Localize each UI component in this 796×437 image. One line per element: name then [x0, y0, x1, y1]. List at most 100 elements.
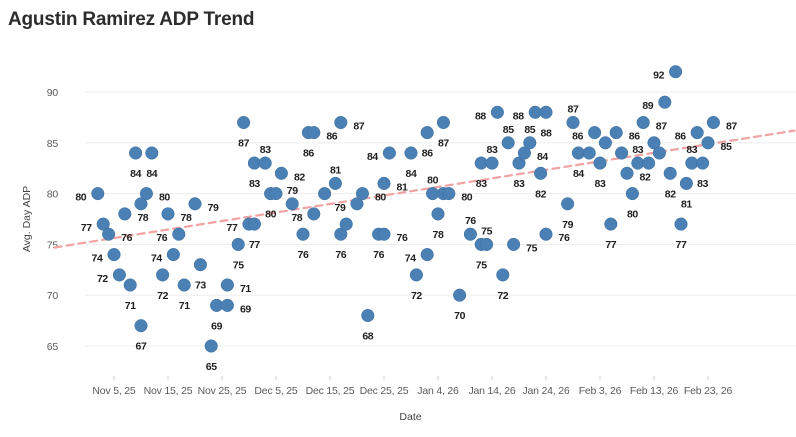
data-point[interactable]	[285, 197, 299, 211]
data-point[interactable]	[593, 156, 607, 170]
data-point[interactable]	[615, 146, 629, 160]
data-point[interactable]	[517, 146, 531, 160]
data-point[interactable]	[188, 197, 202, 211]
data-point[interactable]	[134, 319, 148, 333]
data-point[interactable]	[334, 227, 348, 241]
data-point[interactable]	[274, 166, 288, 180]
data-point[interactable]	[539, 227, 553, 241]
data-point[interactable]	[220, 278, 234, 292]
data-point[interactable]	[652, 146, 666, 160]
data-point[interactable]	[463, 227, 477, 241]
data-point[interactable]	[404, 146, 418, 160]
data-point[interactable]	[107, 248, 121, 262]
data-point[interactable]	[609, 126, 623, 140]
data-point-label: 86	[326, 131, 337, 143]
data-point-label: 73	[195, 280, 206, 292]
data-point[interactable]	[636, 115, 650, 130]
data-point[interactable]	[382, 146, 396, 160]
data-point[interactable]	[307, 126, 321, 140]
data-point[interactable]	[658, 95, 672, 109]
data-point[interactable]	[669, 65, 683, 79]
data-point[interactable]	[112, 268, 126, 282]
data-point[interactable]	[490, 105, 504, 119]
data-point-label: 80	[265, 209, 276, 221]
data-point[interactable]	[598, 136, 612, 150]
data-point[interactable]	[318, 187, 332, 201]
data-point[interactable]	[663, 166, 677, 180]
data-point[interactable]	[334, 115, 348, 130]
data-point[interactable]	[269, 187, 283, 201]
data-point[interactable]	[679, 176, 693, 190]
data-point[interactable]	[604, 217, 618, 231]
data-point[interactable]	[91, 187, 105, 201]
data-point[interactable]	[307, 207, 321, 221]
data-point-label: 81	[681, 198, 692, 210]
data-point[interactable]	[134, 197, 148, 211]
data-point[interactable]	[485, 156, 499, 170]
data-point[interactable]	[377, 176, 391, 190]
data-point[interactable]	[258, 156, 272, 170]
data-point[interactable]	[420, 126, 434, 140]
data-point[interactable]	[96, 217, 110, 231]
data-point[interactable]	[442, 187, 456, 201]
data-point[interactable]	[625, 187, 639, 201]
data-point[interactable]	[231, 237, 245, 251]
data-point[interactable]	[539, 105, 553, 119]
data-point[interactable]	[328, 176, 342, 190]
data-point[interactable]	[431, 207, 445, 221]
data-point[interactable]	[118, 207, 132, 221]
data-point[interactable]	[706, 115, 720, 130]
data-point[interactable]	[156, 268, 170, 282]
data-point[interactable]	[507, 237, 521, 251]
data-point[interactable]	[561, 197, 575, 211]
data-point-label: 76	[559, 232, 570, 244]
data-point[interactable]	[512, 156, 526, 170]
y-axis-title: Avg. Day ADP	[21, 186, 33, 252]
data-point[interactable]	[161, 207, 175, 221]
data-point[interactable]	[642, 156, 656, 170]
data-point[interactable]	[647, 136, 661, 150]
data-point[interactable]	[409, 268, 423, 282]
data-point[interactable]	[674, 217, 688, 231]
data-point[interactable]	[204, 339, 218, 353]
data-point[interactable]	[582, 146, 596, 160]
data-point[interactable]	[129, 146, 143, 160]
data-point-label: 88	[541, 127, 552, 139]
data-point[interactable]	[420, 248, 434, 262]
data-point[interactable]	[501, 136, 515, 150]
data-point[interactable]	[145, 146, 159, 160]
data-point[interactable]	[453, 288, 467, 302]
data-point[interactable]	[534, 166, 548, 180]
data-point[interactable]	[696, 156, 710, 170]
data-point[interactable]	[177, 278, 191, 292]
data-point[interactable]	[355, 187, 369, 201]
data-point[interactable]	[172, 227, 186, 241]
data-point[interactable]	[102, 227, 116, 241]
data-point[interactable]	[566, 115, 580, 130]
data-point[interactable]	[220, 298, 234, 312]
data-point[interactable]	[193, 258, 207, 272]
data-point[interactable]	[690, 126, 704, 140]
data-point[interactable]	[296, 227, 310, 241]
data-point[interactable]	[496, 268, 510, 282]
data-point[interactable]	[339, 217, 353, 231]
data-point[interactable]	[247, 217, 261, 231]
data-point[interactable]	[123, 278, 137, 292]
data-point-label: 83	[476, 178, 487, 190]
data-point[interactable]	[480, 237, 494, 251]
data-point[interactable]	[237, 115, 251, 130]
data-point[interactable]	[523, 136, 537, 150]
data-point[interactable]	[436, 115, 450, 130]
data-point[interactable]	[701, 136, 715, 150]
data-point[interactable]	[620, 166, 634, 180]
data-point-label: 72	[497, 290, 508, 302]
data-point-label: 72	[97, 273, 108, 285]
data-point[interactable]	[166, 248, 180, 262]
data-point[interactable]	[139, 187, 153, 201]
data-point[interactable]	[588, 126, 602, 140]
data-point[interactable]	[361, 308, 375, 323]
data-point[interactable]	[350, 197, 364, 211]
data-point[interactable]	[377, 227, 391, 241]
